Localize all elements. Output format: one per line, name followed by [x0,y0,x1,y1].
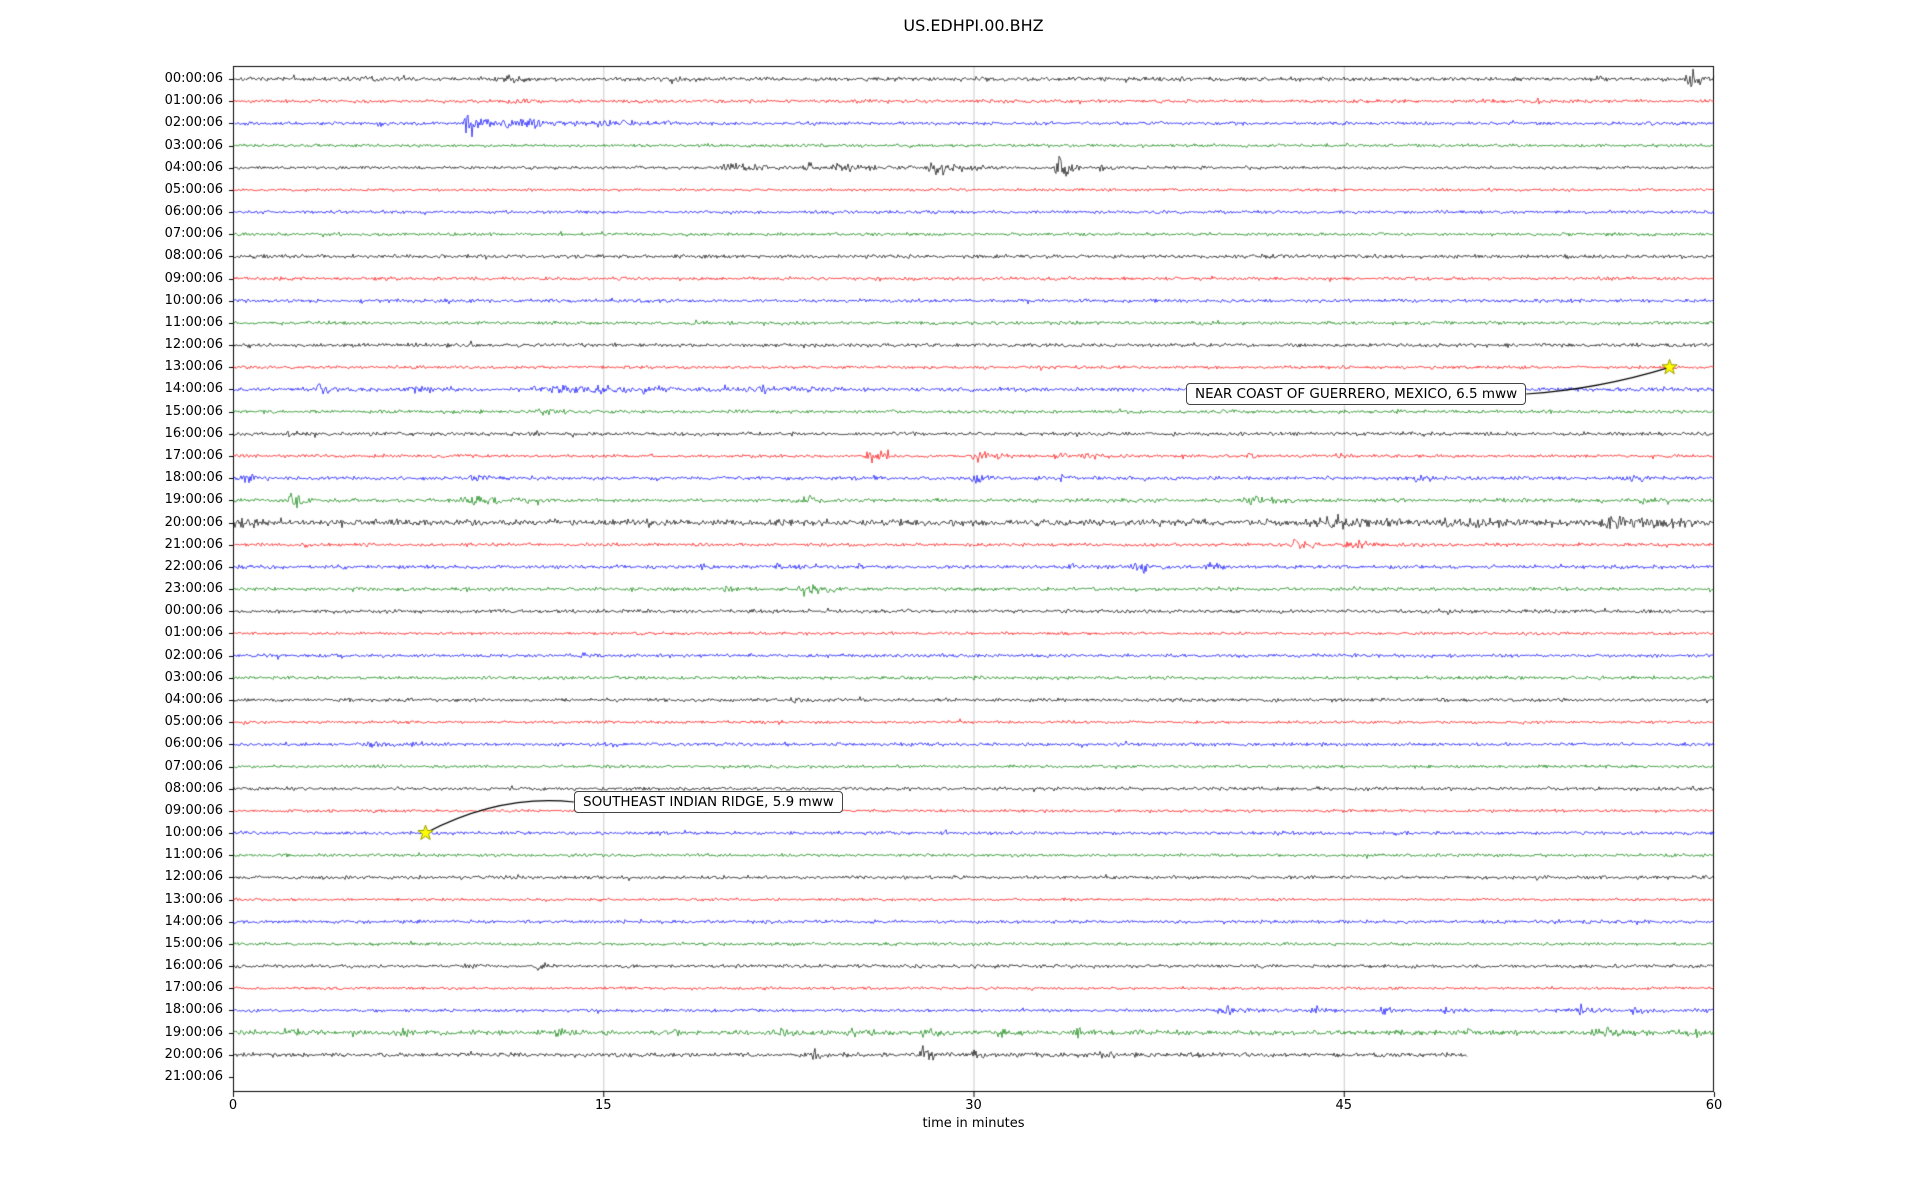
x-axis-label: time in minutes [922,1116,1025,1131]
row-label: 01:00:06 [164,625,223,641]
row-label: 19:00:06 [164,1024,223,1040]
row-label: 21:00:06 [164,1069,223,1084]
row-label: 06:00:06 [164,736,223,752]
row-label: 09:00:06 [164,270,223,286]
row-label: 14:00:06 [164,381,223,397]
row-label: 13:00:06 [164,359,223,375]
row-label: 05:00:06 [164,181,223,197]
row-label: 03:00:06 [164,669,223,685]
page-title: US.EDHPI.00.BHZ [903,16,1044,35]
row-label: 04:00:06 [164,159,223,175]
row-label: 12:00:06 [164,869,223,885]
row-label: 03:00:06 [164,137,223,153]
row-label: 15:00:06 [164,935,223,951]
row-label: 20:00:06 [164,1046,223,1062]
row-label: 11:00:06 [164,314,223,330]
row-label: 00:00:06 [164,603,223,619]
row-label: 17:00:06 [164,448,223,464]
row-label: 10:00:06 [164,292,223,308]
row-label: 00:00:06 [164,71,223,86]
row-label: 12:00:06 [164,337,223,353]
row-label: 06:00:06 [164,204,223,220]
row-label: 23:00:06 [164,581,223,597]
row-label: 13:00:06 [164,891,223,907]
row-label: 07:00:06 [164,226,223,242]
row-label: 19:00:06 [164,492,223,508]
x-tick-label: 15 [594,1098,612,1113]
row-label: 10:00:06 [164,825,223,841]
row-label: 20:00:06 [164,514,223,530]
row-label: 15:00:06 [164,403,223,419]
event-annotation-indian-ridge: SOUTHEAST INDIAN RIDGE, 5.9 mww [574,791,843,813]
row-label: 21:00:06 [164,536,223,552]
row-label: 05:00:06 [164,714,223,730]
row-label: 22:00:06 [164,558,223,574]
row-label: 08:00:06 [164,780,223,796]
row-label: 17:00:06 [164,980,223,996]
row-label: 16:00:06 [164,958,223,974]
x-tick-label: 45 [1335,1098,1353,1113]
x-tick-label: 60 [1705,1098,1723,1113]
row-label: 09:00:06 [164,802,223,818]
row-label: 11:00:06 [164,847,223,863]
x-tick-label: 30 [965,1098,982,1113]
row-label: 16:00:06 [164,425,223,441]
row-label: 01:00:06 [164,93,223,109]
row-label: 18:00:06 [164,1002,223,1018]
row-label: 02:00:06 [164,115,223,131]
row-label: 07:00:06 [164,758,223,774]
row-label: 08:00:06 [164,248,223,264]
row-label: 04:00:06 [164,691,223,707]
row-label: 14:00:06 [164,913,223,929]
x-tick-label: 0 [228,1098,238,1113]
row-label: 02:00:06 [164,647,223,663]
event-annotation-guerrero: NEAR COAST OF GUERRERO, MEXICO, 6.5 mww [1186,383,1527,405]
row-label: 18:00:06 [164,470,223,486]
